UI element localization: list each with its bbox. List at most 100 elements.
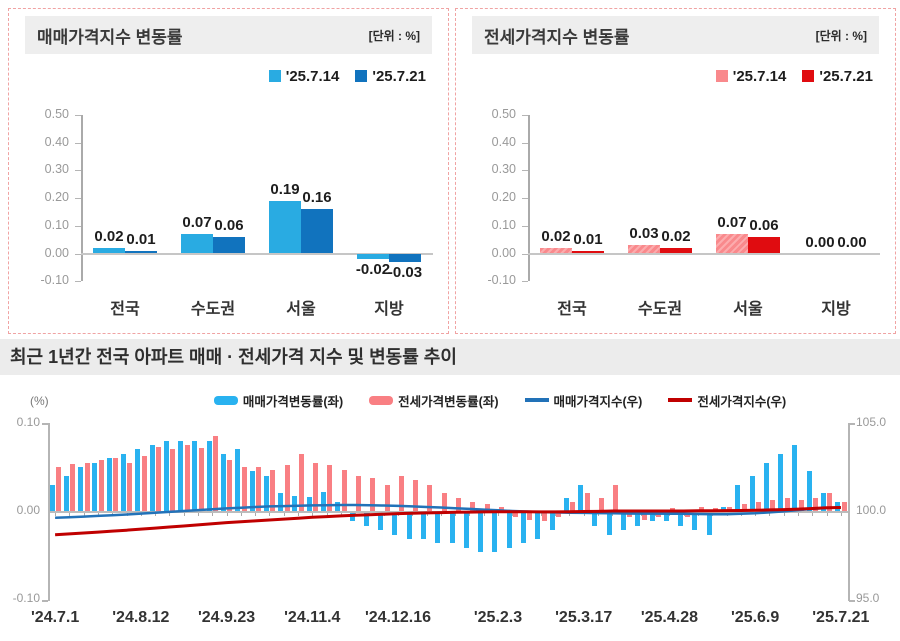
jeonse-change-bar xyxy=(698,506,704,511)
sale-change-bar xyxy=(678,512,684,526)
jeonse-change-bar xyxy=(641,512,647,520)
x-axis-label: '25.7.21 xyxy=(812,609,870,626)
sale-change-bar xyxy=(292,496,298,511)
x-axis-label: '25.3.17 xyxy=(555,609,613,626)
axis-tick xyxy=(183,513,185,516)
jeonse-change-bar xyxy=(741,503,747,511)
bar-value-label: 0.00 xyxy=(805,233,835,251)
axis-tick xyxy=(426,513,428,516)
panel-header: 매매가격지수 변동률 [단위 : %] xyxy=(25,16,432,54)
bar xyxy=(540,247,572,254)
y-tick-mark xyxy=(522,281,528,283)
y-tick-label: 0.00 xyxy=(44,245,69,260)
axis-tick xyxy=(812,513,814,516)
right-axis-tick xyxy=(849,423,855,425)
jeonse-change-bar xyxy=(284,465,290,511)
bar-value-label: 0.02 xyxy=(94,227,124,245)
left-axis-label: 0.10 xyxy=(16,415,40,429)
legend-label: 매매가격지수(우) xyxy=(553,394,643,409)
axis-tick xyxy=(798,513,799,516)
axis-tick xyxy=(569,513,571,516)
jeonse-change-bar xyxy=(70,464,76,511)
jeonse-change-bar xyxy=(327,465,333,511)
sale-change-bar xyxy=(520,512,526,544)
legend-item: 전세가격지수(우) xyxy=(668,391,786,410)
axis-tick xyxy=(255,513,257,516)
sale-change-bar xyxy=(735,484,741,511)
y-tick-label: 0.40 xyxy=(44,134,69,149)
jeonse-change-bar xyxy=(256,467,261,511)
sale-change-bar xyxy=(392,512,398,535)
unit-label: [단위 : %] xyxy=(368,28,420,43)
bar xyxy=(748,236,780,254)
legend-label: 전세가격지수(우) xyxy=(697,394,787,409)
y-tick-label: 0.20 xyxy=(44,190,69,205)
jeonse-change-bar xyxy=(613,484,619,511)
axis-tick xyxy=(583,513,585,516)
bar xyxy=(269,200,301,254)
axis-tick xyxy=(283,513,285,516)
jeonse-change-bar xyxy=(341,469,347,511)
sale-change-bar xyxy=(692,512,698,531)
category-label: 수도권 xyxy=(190,301,236,318)
jeonse-change-bar xyxy=(427,484,433,511)
jeonse-change-bar xyxy=(398,475,404,511)
bar-swatch-icon xyxy=(213,395,238,405)
y-axis-line xyxy=(528,115,530,282)
y-tick-label: -0.10 xyxy=(40,273,70,288)
bar-value-label: 0.07 xyxy=(717,214,747,232)
category-label: 지방 xyxy=(374,301,404,318)
y-tick-mark xyxy=(522,170,528,172)
bar xyxy=(389,253,421,262)
x-axis-label: '25.2.3 xyxy=(473,609,523,626)
left-axis-tick xyxy=(42,600,48,602)
y-tick-mark xyxy=(75,198,81,200)
y-tick-mark xyxy=(522,198,528,200)
legend-label: '25.7.21 xyxy=(372,67,426,85)
jeonse-change-bar xyxy=(113,458,119,511)
axis-tick xyxy=(83,513,85,516)
jeonse-change-bar xyxy=(213,436,219,511)
legend-label: '25.7.14 xyxy=(732,67,787,85)
jeonse-change-bar xyxy=(370,477,376,511)
y-tick-mark xyxy=(75,225,81,227)
bar-swatch-icon xyxy=(369,395,394,405)
axis-tick xyxy=(212,513,214,516)
bar-value-label: 0.16 xyxy=(302,189,332,207)
jeonse-change-bar xyxy=(170,449,176,511)
panel-title: 매매가격지수 변동률 xyxy=(37,27,183,47)
axis-tick xyxy=(169,513,171,516)
sale-change-bar xyxy=(749,475,755,511)
panel-title: 전세가격지수 변동률 xyxy=(484,27,630,47)
bar xyxy=(301,209,333,254)
sale-index-line xyxy=(55,503,841,519)
sale-change-bar xyxy=(606,512,612,535)
trend-combo-chart xyxy=(42,423,855,602)
sale-change-bar xyxy=(535,512,541,539)
bar-value-label: 0.19 xyxy=(270,180,300,198)
jeonse-change-bar xyxy=(841,502,847,511)
line-swatch-icon xyxy=(668,398,693,402)
legend-label: '25.7.14 xyxy=(285,67,340,85)
axis-tick xyxy=(69,513,71,516)
sale-change-bar xyxy=(163,440,169,511)
bar-value-label: 0.06 xyxy=(214,216,244,234)
legend-item: 전세가격변동률(좌) xyxy=(369,391,499,410)
bar xyxy=(660,247,692,254)
x-axis-label: '25.4.28 xyxy=(640,609,699,626)
sale-change-bar xyxy=(806,471,812,511)
jeonse-index-line xyxy=(55,506,841,537)
unit-label: [단위 : %] xyxy=(815,28,867,43)
right-axis-tick xyxy=(849,600,855,602)
legend: '25.7.14 '25.7.21 xyxy=(9,67,426,85)
sale-change-bar xyxy=(120,453,126,511)
sale-change-bar xyxy=(106,458,112,511)
sale-change-bar xyxy=(249,471,255,511)
jeonse-change-bar xyxy=(541,512,547,522)
sale-change-bar xyxy=(592,512,598,526)
sale-change-bar xyxy=(435,512,441,544)
axis-tick xyxy=(326,513,328,516)
jeonse-change-bar xyxy=(827,493,833,511)
jeonse-change-bar xyxy=(413,480,419,511)
right-axis-label: 100.0 xyxy=(856,503,887,517)
